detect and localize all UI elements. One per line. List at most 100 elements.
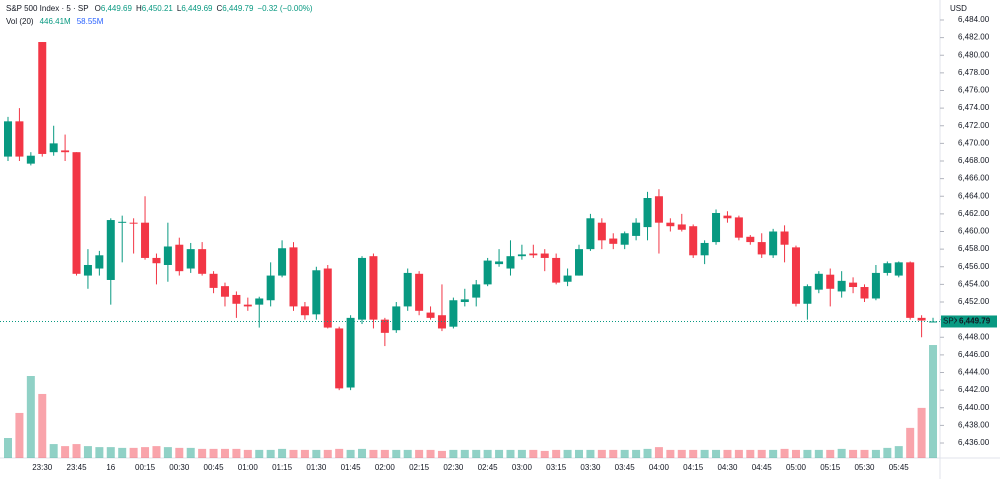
volume-bar (61, 446, 70, 458)
volume-bar (575, 449, 583, 458)
x-tick-label: 05:15 (820, 463, 841, 472)
volume-bar (232, 448, 241, 458)
y-tick-label: 6,448.00 (958, 332, 990, 341)
volume-bar (643, 448, 652, 458)
volume-bar (929, 345, 938, 458)
candle-body (894, 262, 903, 276)
volume-bar (72, 444, 81, 458)
candle-body (243, 304, 252, 307)
x-tick-label: 00:30 (169, 463, 190, 472)
volume-bar (506, 449, 515, 458)
candle-body (883, 263, 892, 273)
ohlc-value: 6,450.21 (142, 4, 174, 13)
header: S&P 500 Index · 5 · SP O6,449.69 H6,450.21… (6, 4, 313, 26)
volume-bar (757, 449, 766, 458)
ohlc-key: C (216, 4, 222, 13)
y-tick-label: 6,464.00 (958, 191, 990, 200)
candle-body (141, 222, 150, 258)
currency: USD (950, 4, 967, 13)
volume-bar (586, 449, 595, 458)
y-tick-label: 6,438.00 (958, 421, 990, 430)
symbol-tag-bg (941, 315, 957, 328)
candle-body (860, 287, 869, 299)
volume-bar (803, 449, 812, 458)
volume-bar (323, 449, 332, 458)
candle-body (723, 215, 732, 219)
x-tick-label: 03:15 (546, 463, 567, 472)
candle-body (266, 275, 275, 301)
volume-bar (392, 449, 401, 458)
volume-bar (712, 449, 721, 458)
candle-body (586, 218, 595, 250)
x-tick-label: 03:00 (512, 463, 533, 472)
volume-bar (437, 450, 446, 458)
volume-bar (49, 444, 58, 458)
candle-body (403, 272, 412, 307)
x-tick-label: 01:15 (272, 463, 293, 472)
candle-body (849, 282, 858, 288)
candle-body (346, 317, 355, 388)
candle-body (163, 246, 172, 265)
candle-body (700, 242, 709, 256)
x-tick-label: 01:45 (341, 463, 362, 472)
x-tick-label: 16 (106, 463, 115, 472)
volume-bar (529, 449, 538, 458)
volume-bar (917, 407, 926, 458)
volume-bar (483, 449, 492, 458)
y-tick-label: 6,466.00 (958, 174, 990, 183)
y-tick-label: 6,478.00 (958, 68, 990, 77)
volume-bar (609, 449, 618, 458)
volume-bar (95, 447, 104, 458)
y-tick-label: 6,452.00 (958, 297, 990, 306)
x-tick-label: 02:30 (443, 463, 464, 472)
candle-body (620, 233, 629, 245)
candle-body (780, 231, 789, 245)
x-tick-label: 03:45 (615, 463, 636, 472)
volume-bar (4, 438, 12, 458)
y-tick-label: 6,460.00 (958, 227, 990, 236)
x-tick-label: 04:15 (683, 463, 704, 472)
volume-label: Vol (20) (6, 17, 34, 26)
volume-bar (380, 449, 389, 458)
volume-bar (654, 447, 663, 458)
volume-bar (83, 446, 92, 458)
volume-bar (597, 449, 606, 458)
volume-bar (860, 449, 869, 458)
candle-body (871, 272, 880, 299)
volume-bar (26, 375, 35, 458)
volume-bar (552, 449, 561, 458)
volume-bar (563, 449, 572, 458)
volume-bar (220, 448, 229, 458)
change: −0.32 (−0.00%) (257, 4, 312, 13)
candle-body (232, 294, 241, 304)
last-price-label: 6,449.79 (959, 317, 991, 326)
candle-body (917, 317, 926, 321)
x-tick-label: 23:30 (32, 463, 53, 472)
volume-bar (289, 449, 298, 458)
x-tick-label: 04:45 (752, 463, 773, 472)
x-tick-label: 00:45 (204, 463, 225, 472)
volume-bar (826, 449, 835, 458)
y-tick-label: 6,458.00 (958, 244, 990, 253)
volume-bar (517, 449, 526, 458)
candle-body (61, 150, 70, 153)
volume-bar (780, 448, 789, 458)
volume-bar (266, 449, 275, 458)
volume-bar (814, 449, 823, 458)
candle-body (300, 306, 309, 316)
x-tick-label: 00:15 (135, 463, 156, 472)
candle-body (734, 217, 743, 238)
volume-bar (335, 448, 344, 458)
candle-body (358, 257, 367, 320)
last-price-bg (957, 315, 997, 328)
x-tick-label: 01:30 (306, 463, 327, 472)
candle-body (689, 226, 698, 256)
candle-body (26, 155, 35, 164)
volume-bar (540, 450, 549, 458)
y-tick-label: 6,446.00 (958, 350, 990, 359)
candle-body (563, 275, 572, 282)
candle-body (209, 273, 218, 288)
candle-body (506, 256, 515, 269)
candle-body (15, 121, 24, 157)
volume-value: 446.41M (40, 17, 71, 26)
